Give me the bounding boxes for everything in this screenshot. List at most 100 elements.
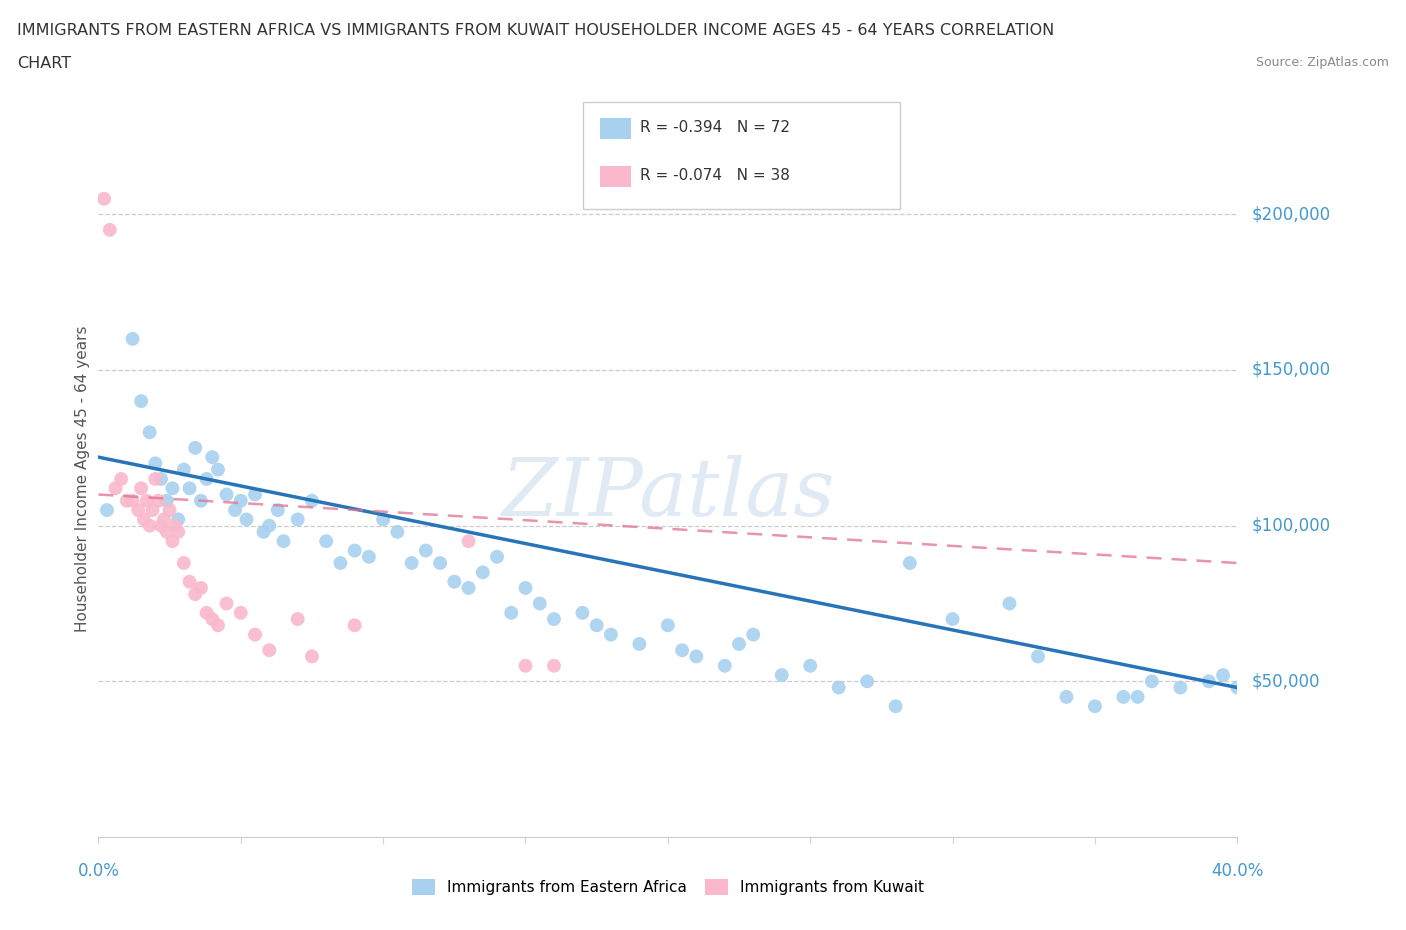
Point bbox=[165, 518, 187, 533]
Point bbox=[387, 525, 409, 539]
Point bbox=[543, 658, 565, 673]
Point bbox=[129, 393, 152, 408]
Point bbox=[98, 222, 121, 237]
Point bbox=[728, 636, 751, 651]
Point bbox=[141, 502, 163, 517]
Point bbox=[195, 472, 218, 486]
Point bbox=[287, 512, 309, 527]
Point bbox=[229, 605, 252, 620]
Point bbox=[543, 612, 565, 627]
Point bbox=[1170, 680, 1192, 695]
Point bbox=[179, 574, 201, 589]
Text: IMMIGRANTS FROM EASTERN AFRICA VS IMMIGRANTS FROM KUWAIT HOUSEHOLDER INCOME AGES: IMMIGRANTS FROM EASTERN AFRICA VS IMMIGR… bbox=[17, 23, 1054, 38]
Point bbox=[884, 698, 907, 713]
Point bbox=[628, 636, 651, 651]
Point bbox=[571, 605, 593, 620]
Point bbox=[529, 596, 551, 611]
Point bbox=[93, 192, 115, 206]
Text: $100,000: $100,000 bbox=[1251, 517, 1330, 535]
Point bbox=[371, 512, 394, 527]
Point bbox=[828, 680, 851, 695]
Point bbox=[1056, 689, 1078, 704]
Point bbox=[671, 643, 693, 658]
Point bbox=[1212, 668, 1234, 683]
Point bbox=[173, 555, 195, 570]
Point bbox=[1198, 674, 1220, 689]
Point bbox=[243, 487, 266, 502]
Point bbox=[252, 525, 274, 539]
Point bbox=[471, 565, 494, 579]
Point bbox=[173, 462, 195, 477]
Point bbox=[301, 493, 323, 508]
Point bbox=[1140, 674, 1163, 689]
Point bbox=[429, 555, 451, 570]
Point bbox=[135, 493, 157, 508]
Point bbox=[357, 550, 380, 565]
Point bbox=[110, 472, 132, 486]
Point bbox=[273, 534, 295, 549]
Point bbox=[167, 525, 190, 539]
Point bbox=[259, 518, 281, 533]
Point bbox=[215, 596, 238, 611]
Point bbox=[145, 472, 167, 486]
Point bbox=[600, 627, 623, 642]
Text: ZIPatlas: ZIPatlas bbox=[501, 455, 835, 532]
Point bbox=[148, 493, 170, 508]
Point bbox=[443, 574, 465, 589]
Point bbox=[156, 493, 179, 508]
Point bbox=[1112, 689, 1135, 704]
Point bbox=[190, 580, 212, 595]
Point bbox=[150, 518, 173, 533]
Y-axis label: Householder Income Ages 45 - 64 years: Householder Income Ages 45 - 64 years bbox=[75, 326, 90, 632]
Point bbox=[121, 493, 143, 508]
Point bbox=[329, 555, 352, 570]
Text: R = -0.394   N = 72: R = -0.394 N = 72 bbox=[640, 120, 790, 135]
Text: CHART: CHART bbox=[17, 56, 70, 71]
Point bbox=[287, 612, 309, 627]
Point bbox=[515, 580, 537, 595]
Point bbox=[1126, 689, 1149, 704]
Text: $200,000: $200,000 bbox=[1251, 206, 1330, 223]
Point bbox=[714, 658, 737, 673]
Point bbox=[156, 525, 179, 539]
Point bbox=[162, 534, 184, 549]
Point bbox=[104, 481, 127, 496]
Point bbox=[115, 493, 138, 508]
Point bbox=[457, 580, 479, 595]
Point bbox=[742, 627, 765, 642]
Point bbox=[159, 502, 181, 517]
Point bbox=[207, 618, 229, 632]
Point bbox=[343, 618, 366, 632]
Point bbox=[1084, 698, 1107, 713]
Point bbox=[195, 605, 218, 620]
Point bbox=[343, 543, 366, 558]
Point bbox=[129, 481, 152, 496]
Point bbox=[898, 555, 921, 570]
Point bbox=[121, 331, 143, 346]
Point bbox=[267, 502, 290, 517]
Text: R = -0.074   N = 38: R = -0.074 N = 38 bbox=[640, 168, 790, 183]
Point bbox=[1226, 680, 1249, 695]
Point bbox=[145, 456, 167, 471]
Point bbox=[153, 512, 176, 527]
Legend: Immigrants from Eastern Africa, Immigrants from Kuwait: Immigrants from Eastern Africa, Immigran… bbox=[405, 872, 931, 901]
Point bbox=[184, 441, 207, 456]
Point bbox=[184, 587, 207, 602]
Point bbox=[243, 627, 266, 642]
Point bbox=[179, 481, 201, 496]
Point bbox=[401, 555, 423, 570]
Point bbox=[685, 649, 707, 664]
Point bbox=[127, 502, 149, 517]
Text: $50,000: $50,000 bbox=[1251, 672, 1320, 690]
Point bbox=[138, 518, 160, 533]
Point bbox=[1026, 649, 1049, 664]
Point bbox=[162, 481, 184, 496]
Point bbox=[657, 618, 679, 632]
Text: Source: ZipAtlas.com: Source: ZipAtlas.com bbox=[1256, 56, 1389, 69]
Point bbox=[501, 605, 523, 620]
Point bbox=[190, 493, 212, 508]
Point bbox=[201, 612, 224, 627]
Point bbox=[315, 534, 337, 549]
Point bbox=[770, 668, 793, 683]
Point bbox=[585, 618, 607, 632]
